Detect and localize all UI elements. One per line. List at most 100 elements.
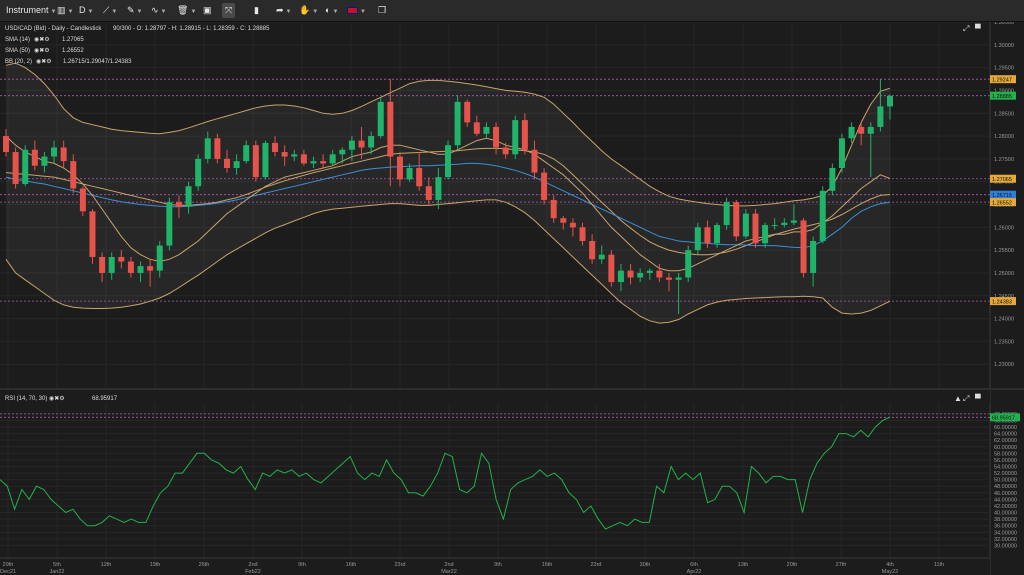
candle-body — [425, 186, 432, 200]
candle — [79, 186, 86, 216]
rsi-expand-icon[interactable]: ⤢ — [962, 394, 969, 403]
price-tag-box — [990, 174, 1016, 183]
candle — [425, 177, 432, 205]
candle — [666, 272, 672, 292]
candle — [300, 149, 307, 166]
candle — [127, 256, 134, 278]
chevron-down-icon: ▼ — [67, 9, 74, 15]
candle-body — [550, 199, 557, 219]
alerts-button[interactable]: ✋ ▼ — [296, 3, 321, 18]
candle — [185, 181, 192, 214]
timeframe-menu[interactable]: D ▼ — [76, 3, 96, 18]
candle-body — [819, 190, 826, 241]
candle-body — [310, 161, 317, 164]
candle-body — [694, 227, 701, 251]
price-tag-label: 1.24383 — [992, 299, 1012, 305]
candle — [493, 122, 500, 155]
candle — [877, 79, 884, 132]
candle — [387, 79, 394, 187]
candle — [502, 142, 509, 159]
indicators-button[interactable]: ∿ ▼ — [148, 3, 170, 18]
layout-button[interactable]: ▣ — [200, 3, 215, 18]
chart-background — [0, 22, 1024, 575]
theme-icon: ◐ — [325, 5, 331, 15]
candle-body — [377, 101, 384, 137]
rsi-header-bar — [0, 390, 990, 403]
candle — [887, 94, 893, 120]
candle — [137, 261, 144, 283]
rsi-maximize-icon[interactable]: ▀ — [975, 393, 981, 403]
candle — [60, 140, 67, 168]
candle-body — [666, 277, 672, 280]
candle-body — [887, 95, 893, 107]
legend-bb-controls-icon[interactable]: ◉✖⚙ — [36, 58, 52, 65]
candle — [281, 145, 288, 166]
price-tick-label: 1.30000 — [994, 43, 1014, 49]
rsi-tick-label: 48.00000 — [994, 484, 1017, 490]
candle-body — [252, 145, 259, 178]
chevron-down-icon: ▼ — [312, 9, 319, 15]
candle-body — [147, 266, 154, 271]
candle — [656, 263, 663, 283]
theme-button[interactable]: ◐ ▼ — [322, 3, 341, 18]
bollinger-lower-line — [5, 199, 891, 324]
candle — [675, 272, 682, 314]
candle — [89, 209, 96, 264]
legend-rsi-controls-icon[interactable]: ◉✖⚙ — [49, 395, 65, 402]
candle — [310, 156, 317, 168]
candle-body — [858, 126, 865, 134]
candle-body — [262, 142, 269, 178]
legend-sma50-controls-icon[interactable]: ◉✖⚙ — [34, 47, 50, 54]
expand-icon[interactable]: ⤢ — [962, 24, 969, 33]
candle — [637, 268, 644, 283]
draw-line-button[interactable]: ⟋ ▼ — [100, 3, 120, 18]
delete-icon: 🗑 — [177, 5, 189, 15]
time-tick-day: 2nd — [444, 562, 453, 568]
candle — [550, 195, 557, 223]
pencil-button[interactable]: ✎ ▼ — [124, 3, 146, 18]
delete-button[interactable]: 🗑 ▼ — [174, 3, 199, 18]
legend-sma14-controls-icon[interactable]: ◉✖⚙ — [34, 36, 50, 43]
pane-divider[interactable] — [0, 388, 1024, 390]
candle-body — [156, 245, 163, 271]
candle — [829, 163, 836, 196]
candle — [512, 115, 519, 159]
bar-chart-button[interactable]: ▮ — [251, 3, 262, 18]
maximize-icon[interactable]: ▀ — [975, 23, 981, 33]
time-axis-bg — [0, 558, 990, 575]
alerts-icon: ✋ — [299, 5, 311, 15]
legend: USD/CAD (Bid) - Daily - Candlestick 90/3… — [5, 26, 270, 402]
candle-body — [108, 256, 115, 273]
rsi-move-up-icon[interactable]: ▲ — [954, 394, 962, 403]
rsi-tick-label: 58.00000 — [994, 451, 1017, 457]
chart-area[interactable]: 1.30500 1.30000 1.29500 1.29000 1.28500 1.280… — [0, 22, 1024, 575]
bar-chart-icon: ▮ — [254, 5, 259, 15]
candle-body — [714, 225, 721, 244]
rsi-tick-label: 56.00000 — [994, 458, 1017, 464]
candle-body — [742, 213, 749, 237]
share-button[interactable]: ➦ ▼ — [273, 3, 295, 18]
instrument-menu[interactable]: Instrument ▼ — [3, 3, 59, 18]
language-button[interactable]: ▼ — [344, 3, 369, 18]
time-tick-day: 16th — [346, 562, 357, 568]
candle-body — [31, 149, 38, 166]
price-tick-label: 1.25500 — [994, 248, 1014, 254]
crosshair-button[interactable]: ⤧ — [222, 3, 236, 18]
time-tick-month: Feb22 — [245, 569, 261, 575]
time-tick-day: 16th — [542, 562, 553, 568]
price-tick-label: 1.29500 — [994, 66, 1014, 72]
window-button[interactable]: ❐ — [375, 3, 389, 18]
candle — [272, 136, 279, 157]
time-tick-day: 6th — [690, 562, 698, 568]
candle — [762, 222, 769, 248]
candle-body — [790, 220, 797, 223]
candlestick-type-button[interactable]: ▥ ▼ — [54, 3, 76, 18]
candle-body — [300, 154, 307, 164]
candle — [858, 122, 865, 146]
time-tick-day: 5th — [53, 562, 61, 568]
candle — [147, 259, 154, 287]
candle — [646, 268, 653, 280]
candle — [838, 133, 845, 173]
bollinger-band-fill — [6, 63, 890, 324]
candle-body — [569, 222, 576, 228]
